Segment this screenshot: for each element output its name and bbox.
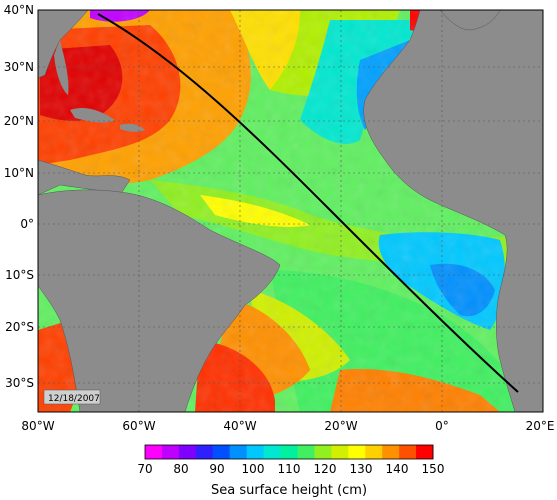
- colorbar-segment: [416, 445, 434, 459]
- colorbar-segment: [246, 445, 265, 459]
- colorbar-segment: [195, 445, 214, 459]
- colorbar-segment: [212, 445, 231, 459]
- lat-label-10s: 10°S: [5, 268, 34, 282]
- map-frame: [37, 9, 544, 413]
- lon-tick-labels: 80°W 60°W 40°W 20°W 0° 20°E: [21, 419, 554, 433]
- date-badge: 12/18/2007: [43, 389, 101, 405]
- lat-label-20n: 20°N: [4, 114, 34, 128]
- lat-label-0: 0°: [20, 217, 34, 231]
- date-label: 12/18/2007: [48, 394, 100, 404]
- lat-label-20s: 20°S: [5, 320, 34, 334]
- colorbar-segment: [229, 445, 248, 459]
- colorbar-tick-150: 150: [422, 462, 445, 476]
- colorbar-segment: [314, 445, 332, 459]
- lat-label-10n: 10°N: [4, 166, 34, 180]
- land-hispaniola: [120, 123, 145, 132]
- colorbar-segment: [178, 445, 197, 459]
- lon-label-20w: 20°W: [324, 419, 357, 433]
- lat-tick-labels: 40°N 30°N 20°N 10°N 0° 10°S 20°S 30°S: [4, 3, 34, 390]
- colorbar: 70 80 90 100 110 120 130 140 150 Sea sur…: [137, 444, 444, 498]
- lat-label-40n: 40°N: [4, 3, 34, 17]
- colorbar-tick-70: 70: [137, 462, 152, 476]
- colorbar-segment: [280, 445, 298, 459]
- graticule: [38, 10, 543, 412]
- colorbar-segment: [297, 445, 315, 459]
- cruise-track-line: [97, 13, 519, 393]
- land-iberia: [439, 10, 501, 31]
- colorbar-tick-140: 140: [386, 462, 409, 476]
- land-cuba: [70, 108, 115, 123]
- land-africa: [363, 10, 543, 412]
- lon-label-0: 0°: [435, 419, 449, 433]
- lon-label-60w: 60°W: [122, 419, 155, 433]
- land: [38, 10, 543, 412]
- colorbar-segment: [399, 445, 417, 459]
- colorbar-tick-90: 90: [209, 462, 224, 476]
- colorbar-segment: [348, 445, 366, 459]
- colorbar-frame: [144, 444, 434, 460]
- colorbar-segments: [145, 445, 434, 459]
- lon-label-80w: 80°W: [21, 419, 54, 433]
- colorbar-tick-labels: 70 80 90 100 110 120 130 140 150: [137, 462, 444, 476]
- colorbar-segment: [365, 445, 383, 459]
- land-central-america: [38, 159, 131, 196]
- lat-label-30n: 30°N: [4, 60, 34, 74]
- colorbar-segment: [263, 445, 282, 459]
- colorbar-tick-130: 130: [350, 462, 373, 476]
- colorbar-tick-120: 120: [314, 462, 337, 476]
- lon-label-20e: 20°E: [526, 419, 555, 433]
- colorbar-segment: [331, 445, 349, 459]
- colorbar-segment: [382, 445, 400, 459]
- colorbar-title: Sea surface height (cm): [211, 483, 367, 498]
- land-south-america: [38, 189, 281, 412]
- land-florida: [54, 40, 69, 95]
- colorbar-segment: [145, 445, 163, 459]
- lat-label-30s: 30°S: [5, 376, 34, 390]
- colorbar-segment: [161, 445, 180, 459]
- colorbar-tick-80: 80: [173, 462, 188, 476]
- land-north-america: [38, 10, 89, 79]
- colorbar-tick-100: 100: [242, 462, 265, 476]
- lon-label-40w: 40°W: [223, 419, 256, 433]
- map-panel: 12/18/2007: [38, 10, 543, 412]
- colorbar-tick-110: 110: [278, 462, 301, 476]
